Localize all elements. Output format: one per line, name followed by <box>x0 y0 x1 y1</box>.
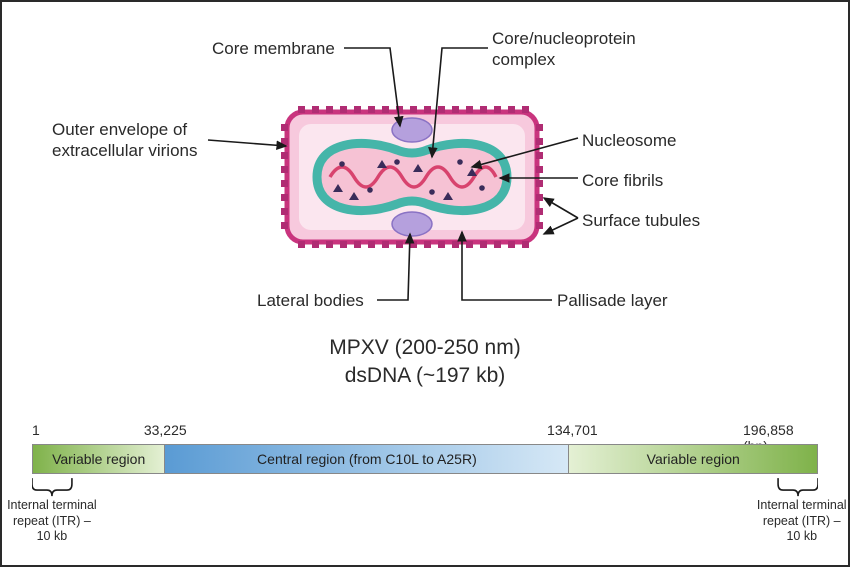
core-membrane <box>317 143 507 210</box>
genome-segment: Central region (from C10L to A25R) <box>165 445 569 473</box>
genome-tick: 134,701 <box>547 422 598 438</box>
caption-line1: MPXV (200-250 nm) <box>2 334 848 362</box>
label-outer-envelope: Outer envelope of extracellular virions <box>52 119 198 162</box>
label-surface-tubules: Surface tubules <box>582 210 700 231</box>
genome-tick: 33,225 <box>144 422 187 438</box>
virion-svg <box>2 2 850 362</box>
label-lateral-bodies: Lateral bodies <box>257 290 364 311</box>
label-nucleosome: Nucleosome <box>582 130 677 151</box>
genome-brackets <box>32 474 818 544</box>
figure-frame: Core membrane Core/nucleoprotein complex… <box>0 0 850 567</box>
itr-right-label: Internal terminal repeat (ITR) – 10 kb <box>757 498 847 545</box>
genome-map: 133,225134,701196,858 (bp) Variable regi… <box>32 420 818 545</box>
label-core-nucleoprotein: Core/nucleoprotein complex <box>492 28 636 71</box>
label-core-membrane: Core membrane <box>212 38 335 59</box>
virion-diagram: Core membrane Core/nucleoprotein complex… <box>2 2 848 362</box>
itr-left-label: Internal terminal repeat (ITR) – 10 kb <box>7 498 97 545</box>
genome-segment: Variable region <box>569 445 817 473</box>
genome-tick: 1 <box>32 422 40 438</box>
caption-line2: dsDNA (~197 kb) <box>2 362 848 390</box>
label-pallisade: Pallisade layer <box>557 290 668 311</box>
label-core-fibrils: Core fibrils <box>582 170 663 191</box>
genome-segment: Variable region <box>33 445 165 473</box>
lateral-body-bottom <box>392 212 432 236</box>
genome-bar: Variable regionCentral region (from C10L… <box>32 444 818 474</box>
caption: MPXV (200-250 nm) dsDNA (~197 kb) <box>2 334 848 391</box>
lateral-body-top <box>392 118 432 142</box>
